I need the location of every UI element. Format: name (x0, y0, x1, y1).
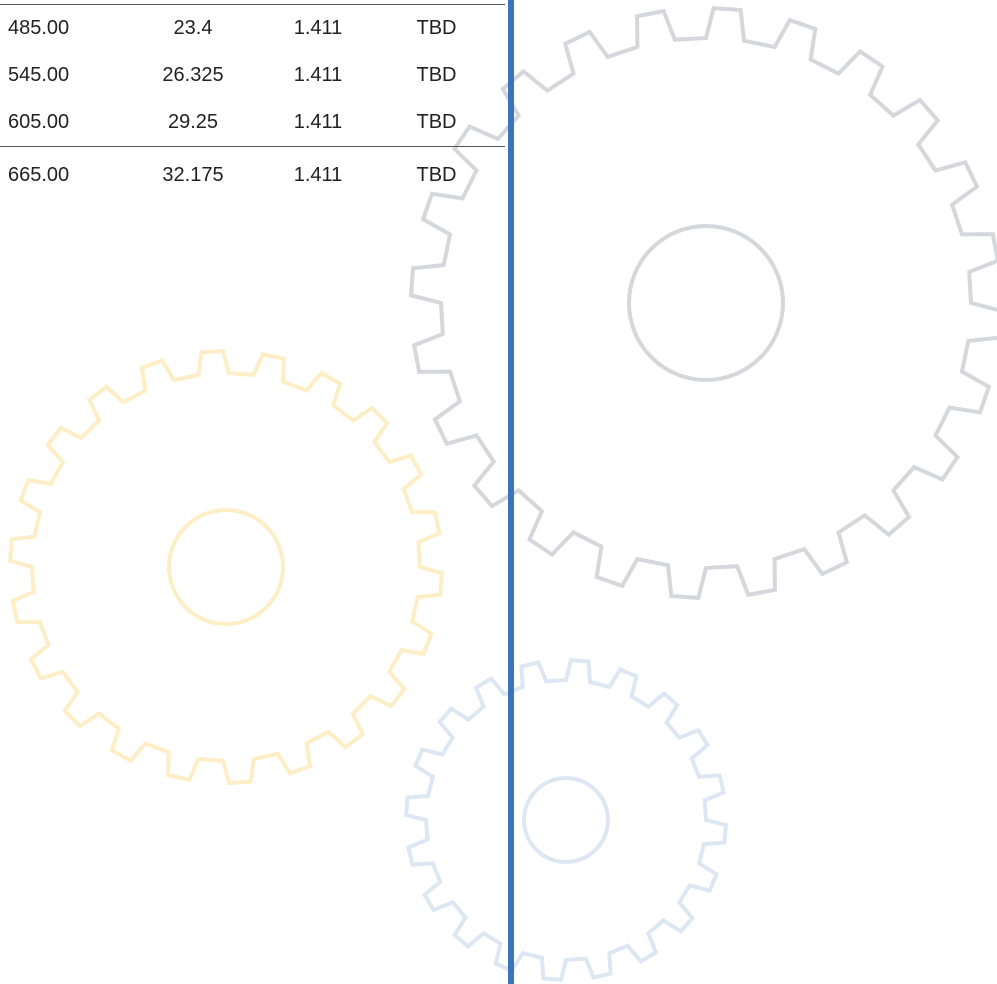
table-cell: 545.00 (8, 64, 70, 86)
divider (508, 0, 514, 984)
gear (403, 657, 729, 983)
gear (7, 348, 445, 786)
table-cell: TBD (368, 146, 505, 203)
table-row: 545.00 26.325 1.411 TBD (0, 52, 505, 99)
table-cell: 1.411 (293, 111, 343, 133)
table-row: 665.00 32.175 1.411 TBD (0, 146, 505, 203)
table-cell: TBD (416, 111, 457, 133)
table-cell: 1.411 (268, 4, 368, 52)
gear-hole (627, 224, 785, 382)
table-cell: 23.4 (118, 4, 268, 52)
table-row: 605.00 29.25 1.411 TBD (0, 99, 505, 147)
table-cell: 32.175 (118, 146, 268, 203)
table-cell: 26.325 (162, 64, 224, 86)
table-cell: TBD (416, 64, 457, 86)
gear-hole (167, 508, 285, 626)
gear-hole (522, 776, 610, 864)
table-cell: 1.411 (293, 64, 343, 86)
gear (408, 5, 997, 601)
table-cell: TBD (368, 4, 505, 52)
table-cell: 485.00 (0, 4, 118, 52)
data-table: 485.00 23.4 1.411 TBD 545.00 26.325 1.411 TBD 60… (0, 4, 505, 203)
table-cell: 605.00 (8, 111, 70, 133)
table-cell: 29.25 (167, 111, 219, 133)
table-row: 485.00 23.4 1.411 TBD (0, 4, 505, 52)
table-cell: 1.411 (268, 146, 368, 203)
table-cell: 665.00 (0, 146, 118, 203)
